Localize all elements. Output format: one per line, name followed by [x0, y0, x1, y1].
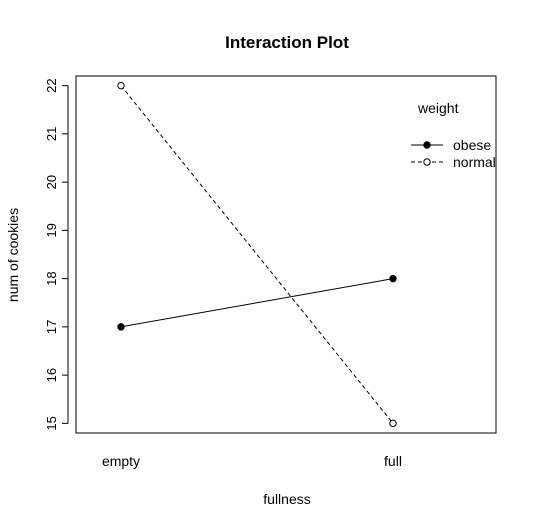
legend-title: weight	[417, 100, 459, 116]
y-tick-label: 22	[44, 78, 59, 92]
series-line-normal	[120, 85, 394, 424]
point-normal-full	[389, 419, 397, 428]
y-tick-label: 19	[44, 223, 59, 237]
y-tick-label: 18	[44, 271, 59, 285]
chart-title: Interaction Plot	[225, 33, 349, 52]
plot-frame	[75, 75, 497, 434]
legend-marker-normal	[423, 158, 431, 166]
y-tick-label: 20	[44, 175, 59, 189]
x-tick-label-full: full	[384, 453, 402, 469]
y-tick-label: 21	[44, 127, 59, 141]
legend-label-obese: obese	[453, 137, 491, 153]
legend-label-normal: normal	[453, 154, 496, 170]
series-layer	[117, 81, 397, 428]
y-tick-label: 17	[44, 320, 59, 334]
x-axis-label: fullness	[263, 491, 310, 507]
y-tick-label: 15	[44, 416, 59, 430]
x-axis: empty full	[102, 453, 402, 469]
y-axis-label: num of cookies	[5, 208, 21, 302]
y-tick-label: 16	[44, 368, 59, 382]
point-obese-empty	[117, 323, 125, 331]
series-line-obese	[120, 278, 394, 328]
point-normal-empty	[117, 81, 125, 90]
y-axis: 15 16 17 18 19 20 21 22	[44, 78, 69, 431]
point-obese-full	[389, 274, 397, 283]
legend-marker-obese	[423, 141, 431, 149]
x-tick-label-empty: empty	[102, 453, 140, 469]
